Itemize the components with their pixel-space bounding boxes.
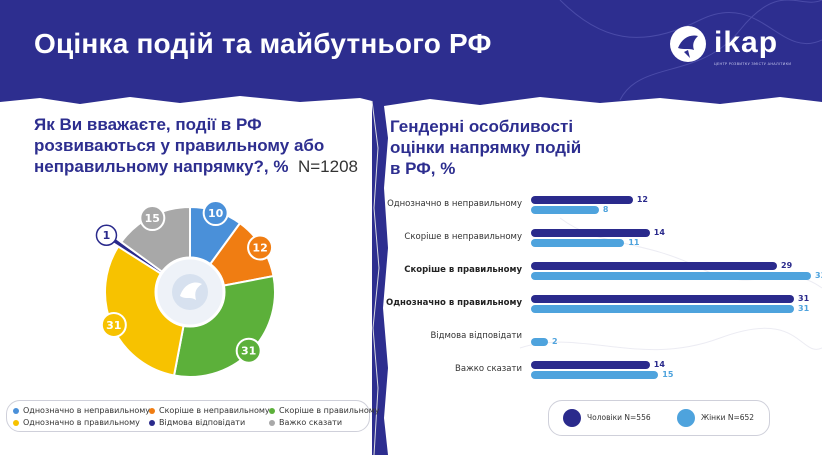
page-title: Оцінка подій та майбутнього РФ	[34, 28, 492, 59]
content-area: Як Ви вважаєте, події в РФ розвиваються …	[0, 88, 822, 455]
question-line-2: розвиваються у правильному або	[34, 136, 325, 155]
bar-title-line-3: в РФ, %	[390, 159, 456, 178]
gender-legend: Чоловіки N=556 Жінки N=652	[548, 400, 770, 436]
bar	[531, 262, 778, 270]
pie-value-badge	[235, 337, 262, 364]
question-line-1: Як Ви вважаєте, події в РФ	[34, 115, 262, 134]
gender-bar-chart: Однозначно в неправильному 12 8 Скоріше в н…	[0, 88, 822, 455]
bar-title-line-1: Гендерні особливості	[390, 117, 574, 136]
bar-value-label: 12	[636, 195, 648, 204]
bar	[531, 295, 795, 303]
pie-value-label: 10	[208, 207, 224, 220]
bar-category-label: Однозначно в неправильному	[387, 199, 522, 209]
logo-text: ikap	[714, 26, 779, 59]
bar	[531, 305, 795, 313]
bar-category-label: Скоріше в правильному	[404, 265, 522, 275]
legend-dot	[13, 407, 19, 414]
pie-legend: Однозначно в неправильному Скоріше в неп…	[6, 400, 380, 432]
bar-value-label: 2	[551, 337, 558, 346]
bar-category-label: Однозначно в правильному	[385, 298, 522, 308]
legend-item: Однозначно в неправильному	[13, 406, 150, 415]
bar	[531, 338, 548, 346]
bar-value-label: 11	[628, 238, 640, 247]
bar-title-line-2: оцінки напрямку подій	[390, 138, 582, 157]
pie-question: Як Ви вважаєте, події в РФ розвиваються …	[34, 114, 358, 177]
bar-value-label: 31	[798, 294, 810, 303]
legend-dot	[149, 419, 155, 426]
question-line-3: неправильному напрямку?, %	[34, 157, 289, 176]
pie-value-badge	[100, 311, 127, 338]
legend-item: Важко сказати	[269, 418, 342, 427]
pie-value-label: 1	[103, 229, 111, 242]
pie-value-badge	[202, 200, 229, 227]
bar-value-label: 14	[653, 360, 665, 369]
pie-value-badge	[95, 224, 118, 246]
legend-dot	[269, 407, 275, 414]
legend-men: Чоловіки N=556	[587, 413, 651, 422]
bar-value-label: 29	[781, 261, 793, 270]
pie-value-label: 12	[252, 242, 267, 255]
legend-dot	[149, 407, 155, 414]
pie-value-label: 31	[106, 319, 121, 332]
legend-item: Скоріше в неправильному	[149, 406, 270, 415]
legend-item: Відмова відповідати	[149, 418, 245, 427]
ikap-logo: ikap ЦЕНТР РОЗВИТКУ ЗМІСТУ АНАЛІТИКИ	[668, 24, 798, 70]
dove-icon	[172, 274, 208, 310]
bar-title: Гендерні особливості оцінки напрямку под…	[390, 116, 581, 179]
pie-value-label: 15	[145, 212, 160, 225]
bar	[531, 206, 599, 214]
legend-item: Однозначно в правильному	[13, 418, 140, 427]
bar-value-label: 31	[798, 304, 810, 313]
bar	[531, 371, 659, 379]
pie-value-badge	[247, 234, 274, 261]
bar-value-label: 8	[602, 205, 609, 214]
bar-category-label: Скоріше в неправильному	[404, 232, 522, 242]
header-decoration	[559, 0, 822, 100]
logo-subtitle: ЦЕНТР РОЗВИТКУ ЗМІСТУ АНАЛІТИКИ	[714, 62, 792, 66]
bar	[531, 361, 650, 369]
bar	[531, 239, 625, 247]
legend-dot	[269, 419, 275, 426]
bar	[531, 229, 650, 237]
bar-category-label: Важко сказати	[455, 364, 522, 374]
pie-value-label: 31	[241, 345, 256, 358]
bar	[531, 196, 633, 204]
sample-size: N=1208	[297, 157, 358, 176]
bar-category-label: Відмова відповідати	[430, 331, 522, 341]
legend-women: Жінки N=652	[701, 413, 755, 422]
pie-chart: 10 12 31 31 1 15	[95, 200, 276, 378]
legend-dot	[13, 419, 19, 426]
bar-value-label: 14	[653, 228, 665, 237]
dove-icon	[670, 26, 706, 62]
legend-dot-men	[563, 409, 581, 427]
bar-value-label: 33	[815, 271, 822, 280]
bar-value-label: 15	[662, 370, 674, 379]
header: Оцінка подій та майбутнього РФ ikap ЦЕНТ…	[0, 0, 822, 100]
pie-value-badge	[139, 205, 166, 232]
bar	[531, 272, 811, 280]
legend-item: Скоріше в правильному	[269, 406, 380, 415]
legend-dot-women	[677, 409, 695, 427]
